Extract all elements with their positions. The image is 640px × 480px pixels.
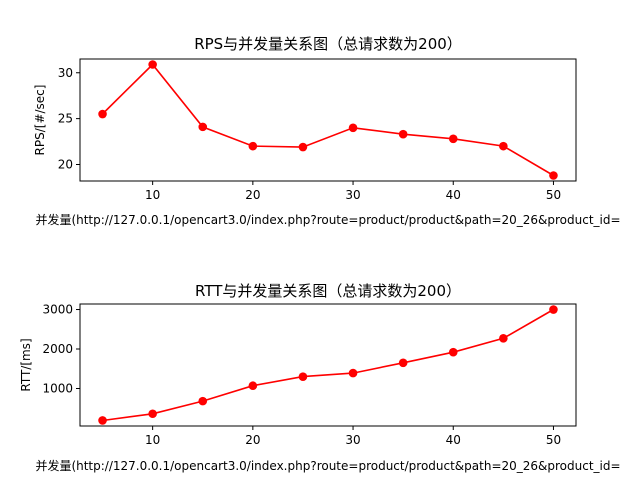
y-tick-label: 25 <box>58 112 73 126</box>
data-point <box>348 123 358 133</box>
chart-title: RTT与并发量关系图（总请求数为200） <box>195 282 461 300</box>
data-point <box>98 109 107 119</box>
data-point <box>198 396 208 406</box>
y-tick-label: 2000 <box>42 342 73 356</box>
chart-2: RTT与并发量关系图（总请求数为200） 10 20 30 40 50 1000 2000 30… <box>19 282 621 473</box>
series-line <box>101 63 554 177</box>
data-point <box>248 381 258 391</box>
y-tick-label: 3000 <box>42 303 73 317</box>
x-tick-label: 30 <box>345 188 360 202</box>
data-point <box>448 347 458 357</box>
y-axis-label: RPS/[#/sec] <box>33 85 47 156</box>
x-tick-label: 10 <box>145 433 160 447</box>
data-point <box>549 171 558 180</box>
data-point <box>398 358 408 368</box>
chart-1: RPS与并发量关系图（总请求数为200） 10 20 30 40 50 20 25 30 并发量(… <box>33 35 621 227</box>
plot-frame <box>79 58 577 182</box>
x-tick-label: 20 <box>245 433 260 447</box>
y-tick-label: 1000 <box>42 381 73 395</box>
data-point <box>398 129 408 139</box>
data-point <box>499 141 508 151</box>
data-point <box>148 409 157 419</box>
data-point <box>549 305 558 314</box>
data-point <box>98 416 107 425</box>
x-axis-label: 并发量(http://127.0.0.1/opencart3.0/index.p… <box>35 458 620 473</box>
x-tick-label: 40 <box>446 188 461 202</box>
chart-title: RPS与并发量关系图（总请求数为200） <box>194 35 462 53</box>
data-point <box>248 141 258 151</box>
data-point <box>198 122 208 132</box>
data-point <box>298 372 308 381</box>
data-point <box>348 368 358 378</box>
x-tick-label: 30 <box>345 433 360 447</box>
x-tick-label: 40 <box>446 433 461 447</box>
y-tick-label: 30 <box>58 66 73 80</box>
series-line <box>102 308 554 422</box>
x-tick-label: 50 <box>546 433 561 447</box>
data-point <box>499 334 508 343</box>
data-point <box>448 134 458 144</box>
data-point <box>148 60 157 69</box>
x-tick-label: 10 <box>145 188 160 202</box>
x-tick-label: 50 <box>546 188 561 202</box>
plot-frame <box>79 303 577 427</box>
data-point <box>298 142 308 152</box>
x-axis-label: 并发量(http://127.0.0.1/opencart3.0/index.p… <box>35 212 620 227</box>
x-tick-label: 20 <box>245 188 260 202</box>
y-axis-label: RTT/[ms] <box>19 338 33 391</box>
y-tick-label: 20 <box>58 157 73 171</box>
